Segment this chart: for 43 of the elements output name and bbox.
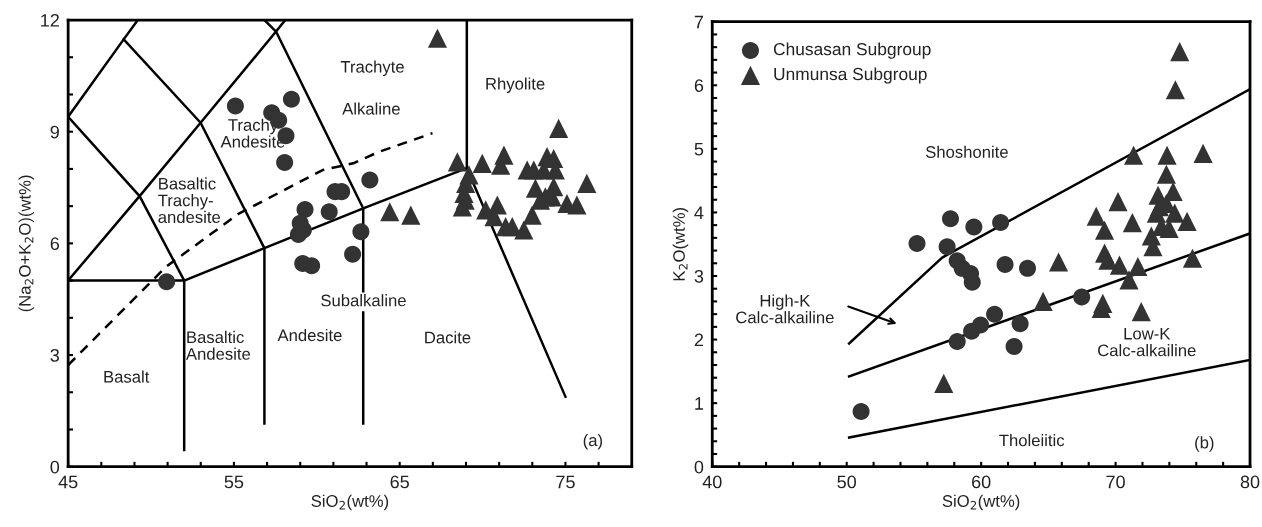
annotation: Shoshonite (925, 145, 1008, 158)
annotation: Subalkaline (321, 294, 406, 307)
y-tick-label: 0 (694, 460, 704, 474)
legend-label: Unmunsa Subgroup (774, 67, 927, 84)
x-tick-label: 60 (972, 475, 991, 489)
annotation: Tholeiitic (999, 434, 1065, 447)
x-tick-label: 50 (837, 475, 857, 489)
annotation: Rhyolite (486, 77, 545, 94)
annotation: Alkaline (342, 102, 400, 115)
x-tick-label: 65 (390, 475, 409, 489)
annotation: Basaltic Andesite (185, 330, 251, 360)
annotation: Dacite (425, 331, 471, 344)
annotation: Low-K Calc-alkailine (1098, 327, 1196, 357)
y-tick-label: 1 (695, 397, 704, 410)
annotation: Andesite (277, 328, 342, 342)
y-tick-label: 7 (694, 15, 704, 29)
x-tick-label: 40 (702, 475, 722, 489)
x-axis-title: SiO$_{2}$(wt%) (942, 494, 1020, 511)
y-tick-label: 6 (50, 237, 60, 251)
y-tick-label: 12 (41, 13, 59, 27)
annotation: High-K Calc-alkailine (736, 294, 834, 324)
y-tick-label: 2 (694, 333, 704, 347)
annotation: Basalt (104, 370, 150, 383)
annotation: Trachyte (340, 60, 404, 77)
y-tick-label: 3 (694, 269, 704, 283)
x-axis-title: SiO$_{2}$(wt%) (311, 494, 389, 511)
x-tick-label: 55 (224, 475, 244, 489)
y-tick-label: 3 (50, 348, 60, 362)
x-tick-label: 80 (1240, 475, 1260, 489)
annotation: Basaltic Trachy- andesite (158, 177, 221, 224)
y-tick-label: 5 (694, 142, 704, 156)
legend-label: Chusasan Subgroup (773, 42, 931, 59)
x-tick-label: 75 (556, 475, 575, 489)
annotation: (a) (583, 433, 603, 450)
y-tick-label: 9 (50, 125, 59, 139)
annotation: (b) (1195, 436, 1214, 452)
y-axis-title: (Na$_{2}$O+K$_{2}$O)(wt%) (18, 175, 35, 312)
x-tick-label: 70 (1106, 475, 1125, 489)
y-tick-label: 4 (694, 206, 704, 219)
x-tick-label: 45 (58, 475, 78, 489)
y-axis-title: K$_{2}$O(wt%) (672, 207, 689, 281)
y-tick-label: 6 (694, 79, 704, 92)
y-tick-label: 0 (50, 460, 60, 474)
